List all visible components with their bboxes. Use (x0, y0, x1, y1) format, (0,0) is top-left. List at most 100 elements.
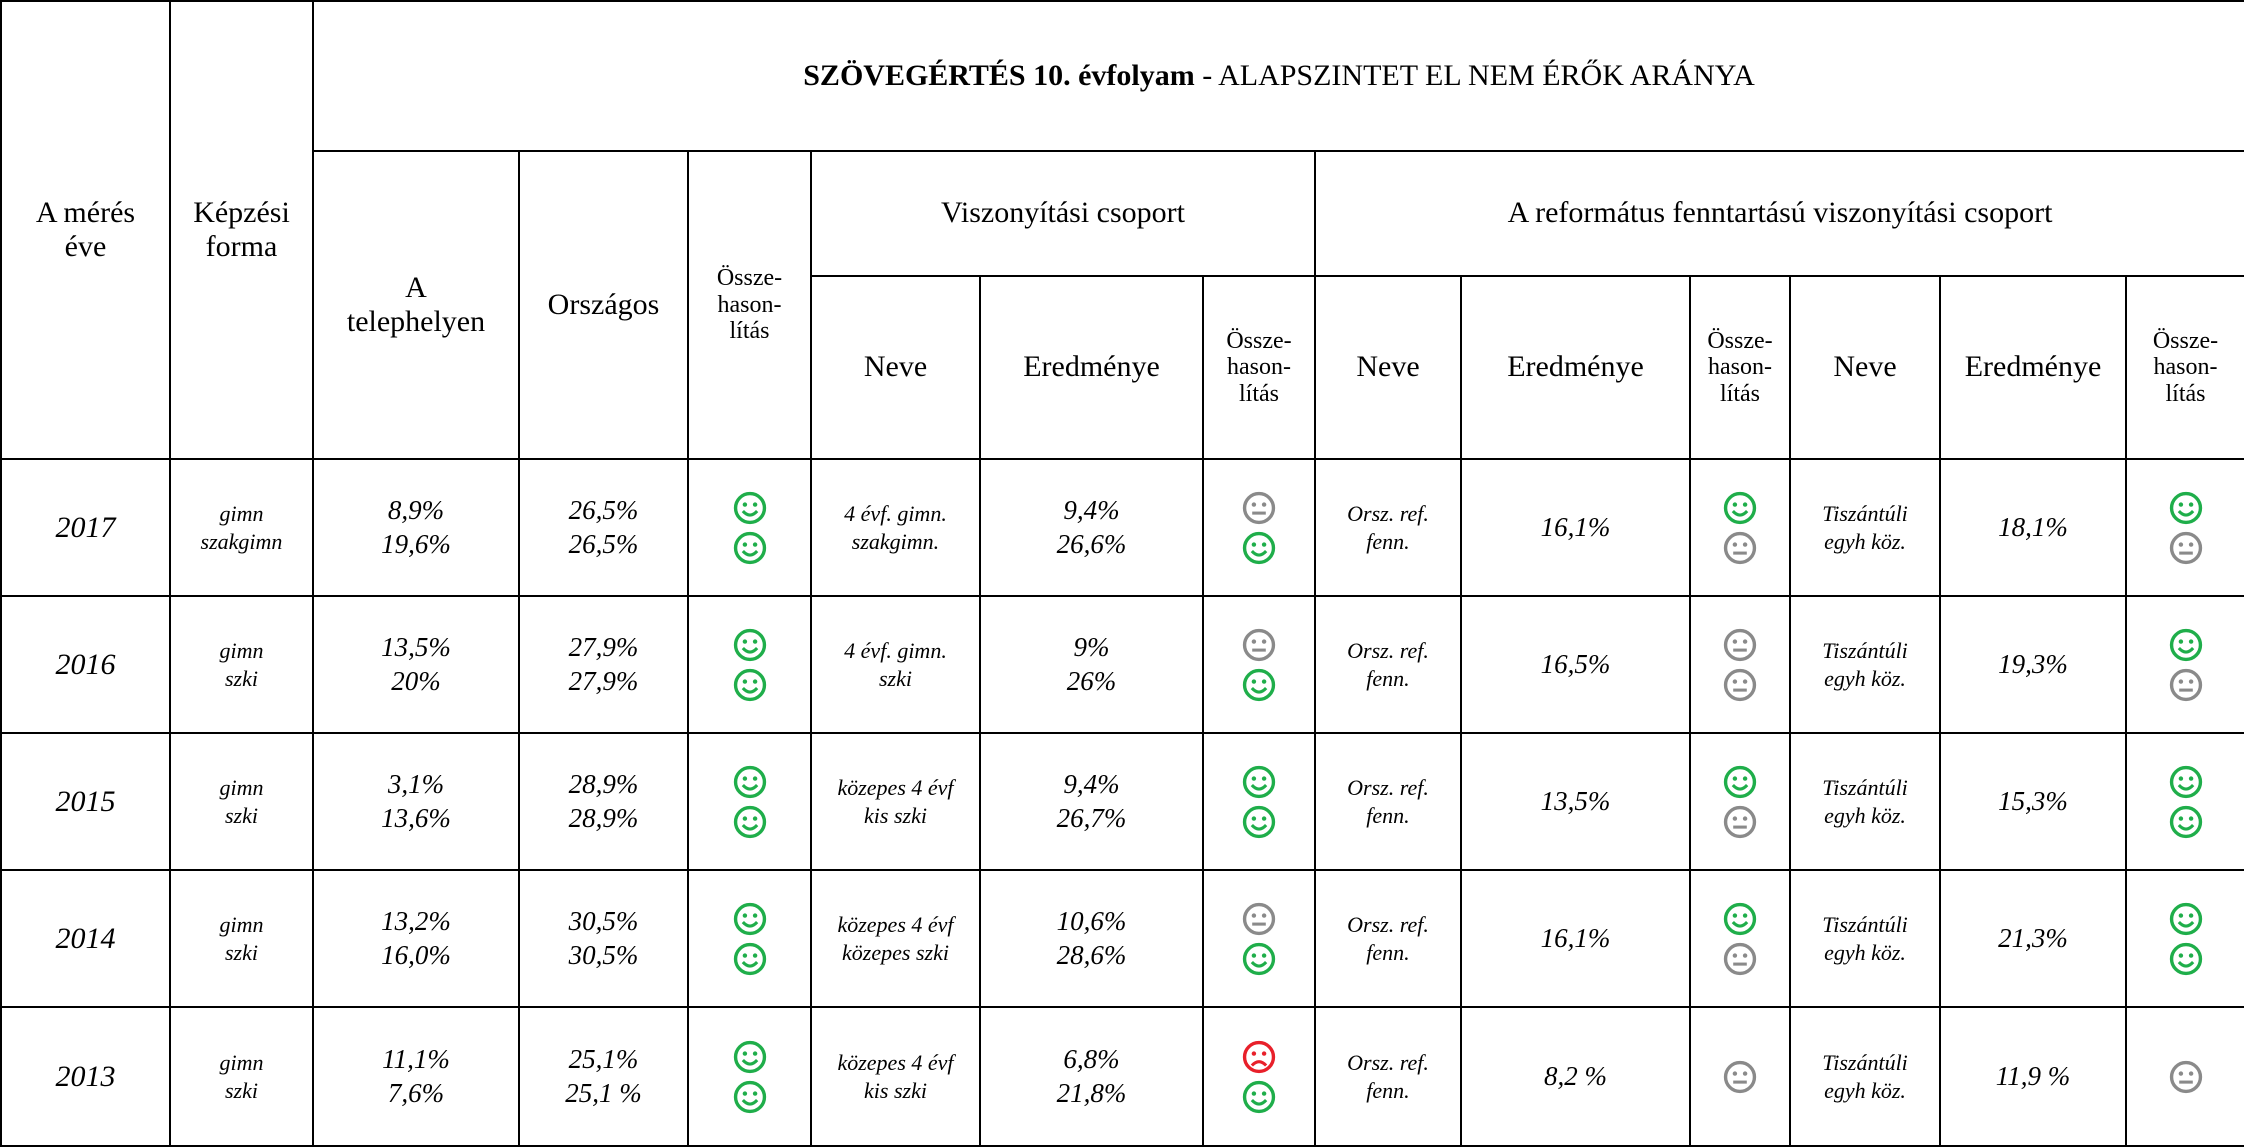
header-cell: Eredménye (979, 275, 1204, 460)
cell: 9,4% 26,6% (979, 458, 1204, 597)
icon-cell (687, 595, 812, 734)
cell: 26,5% 26,5% (518, 458, 689, 597)
smiley-happy (2169, 628, 2203, 662)
icon-cell (1689, 595, 1791, 734)
icon-cell (2125, 732, 2244, 871)
cell: gimn szki (169, 1006, 314, 1147)
header-row: A mérés éve Képzési forma SZÖVEGÉRTÉS 10… (0, 0, 2244, 460)
cell: 18,1% (1939, 458, 2127, 597)
cell: Orsz. ref. fenn. (1314, 732, 1462, 871)
header-cell: A mérés éve (0, 0, 171, 460)
cell: 2017 (0, 458, 171, 597)
icon-cell (2125, 1006, 2244, 1147)
smiley-neutral (1242, 491, 1276, 525)
cell: 11,9 % (1939, 1006, 2127, 1147)
cell: gimn szakgimn (169, 458, 314, 597)
icon-cell (1202, 458, 1316, 597)
smiley-neutral (1723, 805, 1757, 839)
cell: 2013 (0, 1006, 171, 1147)
smiley-neutral (1723, 1060, 1757, 1094)
smiley-happy (1242, 668, 1276, 702)
smiley-happy (1242, 942, 1276, 976)
cell: Tiszántúli egyh köz. (1789, 458, 1941, 597)
header-row: A telephelyen Országos Össze- hason- lít… (1, 150, 2244, 460)
cell: 28,9% 28,9% (518, 732, 689, 871)
header-cell: Össze- hason- lítás (2125, 275, 2244, 460)
cell: Orsz. ref. fenn. (1314, 1006, 1462, 1147)
icon-cell (1689, 869, 1791, 1008)
smiley-happy (2169, 805, 2203, 839)
cell: 11,1% 7,6% (312, 1006, 520, 1147)
smiley-neutral (1723, 531, 1757, 565)
data-row: 2013 gimn szki 11,1% 7,6% 25,1% 25,1 % k… (0, 1006, 2244, 1147)
cell: gimn szki (169, 732, 314, 871)
icon-cell (1689, 1006, 1791, 1147)
icon-cell (2125, 595, 2244, 734)
cell: 13,5% 20% (312, 595, 520, 734)
smiley-happy (733, 531, 767, 565)
cell: gimn szki (169, 595, 314, 734)
cell: Tiszántúli egyh köz. (1789, 732, 1941, 871)
cell: Tiszántúli egyh köz. (1789, 1006, 1941, 1147)
cell: 25,1% 25,1 % (518, 1006, 689, 1147)
header-cell: Neve (810, 275, 981, 460)
header-cell: Országos (518, 150, 689, 460)
header-cell: Össze- hason- lítás (1202, 275, 1316, 460)
cell: 2015 (0, 732, 171, 871)
data-row: 2017 gimn szakgimn 8,9% 19,6% 26,5% 26,5… (0, 458, 2244, 597)
cell: 13,5% (1460, 732, 1691, 871)
icon-cell (1689, 458, 1791, 597)
cell: 30,5% 30,5% (518, 869, 689, 1008)
smiley-happy (1242, 805, 1276, 839)
cell: 21,3% (1939, 869, 2127, 1008)
cell: 16,1% (1460, 869, 1691, 1008)
cell: 8,2 % (1460, 1006, 1691, 1147)
smiley-happy (2169, 491, 2203, 525)
cell: 6,8% 21,8% (979, 1006, 1204, 1147)
cell: Tiszántúli egyh köz. (1789, 595, 1941, 734)
smiley-happy (733, 805, 767, 839)
smiley-happy (733, 668, 767, 702)
smiley-neutral (1723, 628, 1757, 662)
smiley-happy (733, 942, 767, 976)
cell: Orsz. ref. fenn. (1314, 595, 1462, 734)
smiley-happy (1242, 765, 1276, 799)
icon-cell (687, 458, 812, 597)
smiley-happy (733, 1040, 767, 1074)
cell: 2014 (0, 869, 171, 1008)
smiley-happy (733, 765, 767, 799)
icon-cell (1202, 1006, 1316, 1147)
smiley-happy (1242, 531, 1276, 565)
header-cell: Össze- hason- lítás (687, 150, 812, 460)
cell: 16,5% (1460, 595, 1691, 734)
header-cell: Össze- hason- lítás (1689, 275, 1791, 460)
smiley-neutral (2169, 531, 2203, 565)
icon-cell (1689, 732, 1791, 871)
smiley-happy (733, 902, 767, 936)
cell: Orsz. ref. fenn. (1314, 869, 1462, 1008)
smiley-happy (733, 1080, 767, 1114)
icon-cell (1202, 595, 1316, 734)
header-cell: A telephelyen (312, 150, 520, 460)
cell: 3,1% 13,6% (312, 732, 520, 871)
cell: 15,3% (1939, 732, 2127, 871)
smiley-happy (1723, 765, 1757, 799)
header-row: Neve Eredménye Össze- hason- lítás Neve … (1, 275, 2244, 460)
smiley-neutral (1723, 942, 1757, 976)
icon-cell (1202, 869, 1316, 1008)
cell: 4 évf. gimn. szakgimn. (810, 458, 981, 597)
title-bold: SZÖVEGÉRTÉS 10. évfolyam (803, 58, 1195, 92)
data-row: 2015 gimn szki 3,1% 13,6% 28,9% 28,9% kö… (0, 732, 2244, 871)
cell: közepes 4 évf kis szki (810, 732, 981, 871)
table-title: SZÖVEGÉRTÉS 10. évfolyam - ALAPSZINTET E… (312, 0, 2244, 152)
header-cell: Neve (1314, 275, 1462, 460)
header-cell: Eredménye (1939, 275, 2127, 460)
smiley-happy (1723, 491, 1757, 525)
cell: 16,1% (1460, 458, 1691, 597)
smiley-neutral (1723, 668, 1757, 702)
smiley-happy (733, 628, 767, 662)
cell: 10,6% 28,6% (979, 869, 1204, 1008)
smiley-happy (733, 491, 767, 525)
cell: 19,3% (1939, 595, 2127, 734)
